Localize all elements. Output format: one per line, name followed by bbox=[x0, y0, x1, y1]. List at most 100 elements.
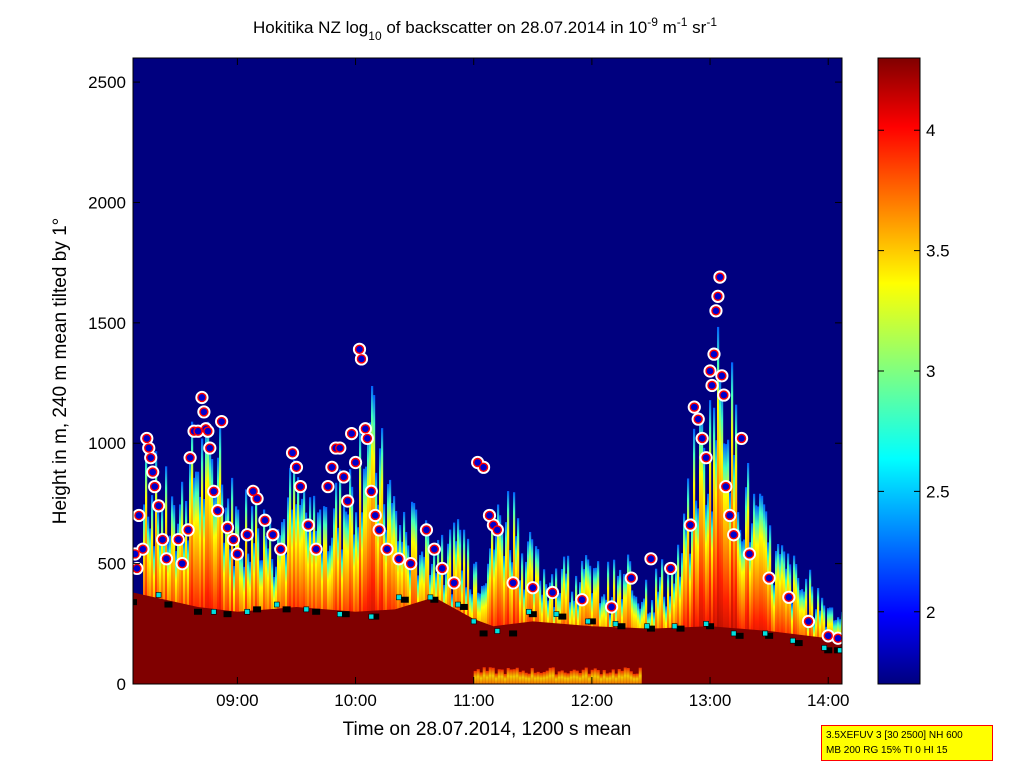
plume-column bbox=[319, 509, 322, 684]
settings-info-box: 3.5XEFUV 3 [30 2500] NH 600 MB 200 RG 15… bbox=[821, 725, 993, 761]
plume-column bbox=[511, 562, 514, 684]
plume-column bbox=[751, 523, 754, 684]
colorbar-tick-label: 3 bbox=[926, 362, 935, 381]
plume-column bbox=[213, 495, 216, 684]
low-level-patch bbox=[539, 672, 543, 684]
layer-circle-marker-core bbox=[370, 510, 380, 521]
plume-column bbox=[811, 586, 814, 684]
layer-circle-marker-core bbox=[744, 549, 755, 559]
layer-circle-marker-core bbox=[721, 481, 731, 492]
layer-circle-marker-core bbox=[147, 467, 158, 477]
plume-column bbox=[655, 568, 658, 684]
plume-column bbox=[399, 525, 402, 684]
colorbar-gradient bbox=[877, 57, 921, 685]
layer-circle-marker-core bbox=[705, 366, 715, 376]
layer-circle-marker-core bbox=[728, 530, 739, 540]
low-level-patch bbox=[614, 673, 618, 684]
plume-column bbox=[713, 407, 716, 684]
layer-circle-marker-core bbox=[199, 407, 209, 417]
black-square-marker bbox=[459, 603, 468, 610]
cyan-square-marker bbox=[585, 618, 591, 625]
title-part3: m bbox=[658, 18, 677, 37]
low-level-patch bbox=[623, 667, 627, 684]
plume-column bbox=[581, 560, 584, 684]
plume-column bbox=[317, 512, 320, 684]
plume-column bbox=[193, 477, 196, 684]
heatmap-layers bbox=[133, 326, 842, 684]
plume-column bbox=[487, 563, 490, 684]
black-square-marker bbox=[617, 623, 626, 630]
title-sup2: -1 bbox=[677, 15, 688, 29]
plume-column bbox=[733, 454, 736, 684]
plume-column bbox=[293, 460, 296, 684]
layer-circle-marker-core bbox=[346, 428, 357, 439]
layer-circle-marker-core bbox=[356, 354, 367, 364]
plume-column bbox=[343, 505, 346, 684]
plume-column bbox=[593, 568, 596, 684]
plume-column bbox=[629, 561, 632, 684]
layer-circle-marker-core bbox=[183, 525, 193, 535]
title-sup3: -1 bbox=[706, 15, 717, 29]
layer-circle-marker-core bbox=[803, 616, 814, 627]
low-level-patch bbox=[494, 673, 498, 684]
low-level-patch bbox=[569, 670, 573, 684]
plume-column bbox=[745, 487, 748, 684]
plume-column bbox=[347, 514, 350, 684]
black-square-marker bbox=[341, 611, 350, 618]
plume-column bbox=[735, 404, 738, 684]
black-square-marker bbox=[223, 611, 232, 618]
plot-area bbox=[133, 58, 842, 684]
plume-column bbox=[367, 434, 370, 684]
black-square-marker bbox=[282, 606, 291, 613]
cyan-square-marker bbox=[427, 594, 434, 601]
low-level-patch bbox=[533, 672, 537, 684]
low-level-patch bbox=[566, 673, 570, 684]
plume-column bbox=[339, 469, 342, 684]
black-square-marker bbox=[676, 625, 685, 632]
low-level-patch bbox=[485, 670, 489, 684]
plume-column bbox=[245, 489, 248, 684]
layer-circle-marker-core bbox=[449, 578, 459, 588]
layer-circle-marker-core bbox=[394, 554, 404, 564]
plume-column bbox=[817, 587, 820, 684]
layer-circle-marker-core bbox=[508, 578, 518, 588]
plume-column bbox=[199, 496, 202, 684]
layer-circle-marker-core bbox=[478, 462, 489, 473]
plume-column bbox=[701, 415, 704, 684]
plume-column bbox=[413, 503, 416, 684]
low-level-patch bbox=[602, 669, 606, 684]
layer-circle-marker-core bbox=[138, 544, 148, 554]
plume-column bbox=[207, 421, 210, 684]
plume-column bbox=[761, 495, 764, 684]
title-part1: Hokitika NZ log bbox=[253, 18, 368, 37]
low-level-patch bbox=[629, 671, 633, 684]
plume-column bbox=[627, 554, 630, 684]
plume-column bbox=[467, 538, 470, 684]
plume-column bbox=[391, 503, 394, 684]
layer-circle-marker-core bbox=[295, 481, 306, 492]
plume-column bbox=[521, 553, 524, 684]
low-level-patch bbox=[479, 672, 483, 684]
black-square-marker bbox=[824, 647, 833, 654]
low-level-patch bbox=[491, 667, 495, 684]
plume-column bbox=[373, 395, 376, 684]
layer-circle-marker-core bbox=[626, 573, 636, 583]
plume-column bbox=[145, 446, 148, 684]
low-level-patch bbox=[518, 671, 522, 684]
layer-circle-marker-core bbox=[248, 486, 258, 497]
low-level-patch bbox=[584, 667, 588, 684]
low-level-patch bbox=[515, 667, 519, 684]
plume-column bbox=[393, 496, 396, 684]
layer-circle-marker-core bbox=[711, 306, 721, 316]
plume-column bbox=[237, 509, 240, 684]
plume-column bbox=[757, 506, 760, 684]
cyan-square-marker bbox=[821, 645, 828, 651]
layer-circle-marker-core bbox=[405, 558, 416, 569]
layer-circle-marker-core bbox=[429, 544, 440, 554]
plume-column bbox=[215, 493, 218, 684]
layer-circle-marker-core bbox=[161, 554, 172, 564]
plume-column bbox=[161, 503, 164, 684]
plume-column bbox=[173, 505, 176, 684]
colorbar: 2 2.5 3 3.5 4 bbox=[877, 57, 950, 685]
layer-circle-marker-core bbox=[185, 452, 195, 463]
